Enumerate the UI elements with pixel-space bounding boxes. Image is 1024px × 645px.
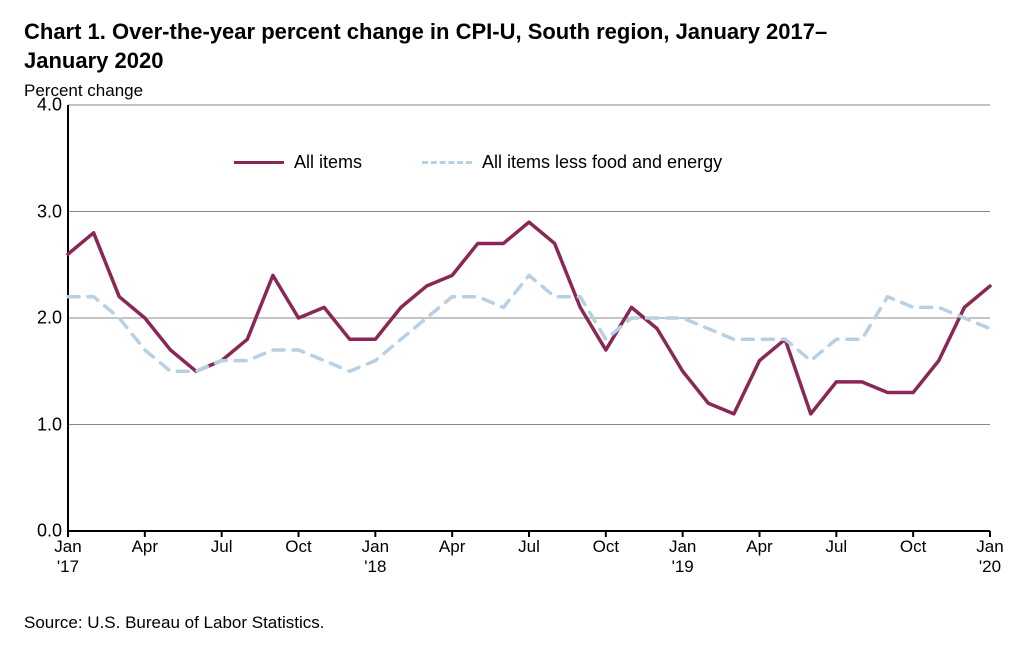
y-tick-label: 1.0 bbox=[37, 414, 68, 435]
x-tick-label: Jul bbox=[518, 531, 540, 557]
x-tick-label: Jan '19 bbox=[669, 531, 696, 576]
y-tick-label: 4.0 bbox=[37, 95, 68, 116]
y-tick-label: 2.0 bbox=[37, 308, 68, 329]
x-tick-label: Jan '17 bbox=[54, 531, 81, 576]
legend-swatch bbox=[234, 161, 284, 164]
chart-title-line1: Chart 1. Over-the-year percent change in… bbox=[24, 19, 827, 44]
x-tick-label: Jul bbox=[825, 531, 847, 557]
chart-title: Chart 1. Over-the-year percent change in… bbox=[24, 18, 1000, 75]
chart-title-line2: January 2020 bbox=[24, 48, 163, 73]
chart-legend: All items All items less food and energy bbox=[234, 152, 722, 173]
x-tick-label: Apr bbox=[132, 531, 158, 557]
chart-container: Chart 1. Over-the-year percent change in… bbox=[0, 0, 1024, 645]
x-tick-label: Oct bbox=[900, 531, 926, 557]
x-tick-label: Jan '18 bbox=[362, 531, 389, 576]
x-tick-label: Oct bbox=[285, 531, 311, 557]
legend-swatch bbox=[422, 161, 472, 164]
legend-item: All items bbox=[234, 152, 362, 173]
chart-source: Source: U.S. Bureau of Labor Statistics. bbox=[24, 613, 324, 633]
x-tick-label: Jul bbox=[211, 531, 233, 557]
y-tick-label: 3.0 bbox=[37, 201, 68, 222]
legend-label: All items less food and energy bbox=[482, 152, 722, 173]
plot-wrap: All itemsAll items less food and energy … bbox=[24, 105, 1000, 585]
x-tick-label: Jan '20 bbox=[976, 531, 1003, 576]
x-tick-label: Apr bbox=[439, 531, 465, 557]
series-line bbox=[68, 276, 990, 372]
x-tick-label: Apr bbox=[746, 531, 772, 557]
plot-area: All itemsAll items less food and energy … bbox=[68, 105, 990, 531]
legend-item: All items less food and energy bbox=[422, 152, 722, 173]
y-axis-title: Percent change bbox=[24, 81, 1000, 101]
legend-label: All items bbox=[294, 152, 362, 173]
x-tick-label: Oct bbox=[593, 531, 619, 557]
